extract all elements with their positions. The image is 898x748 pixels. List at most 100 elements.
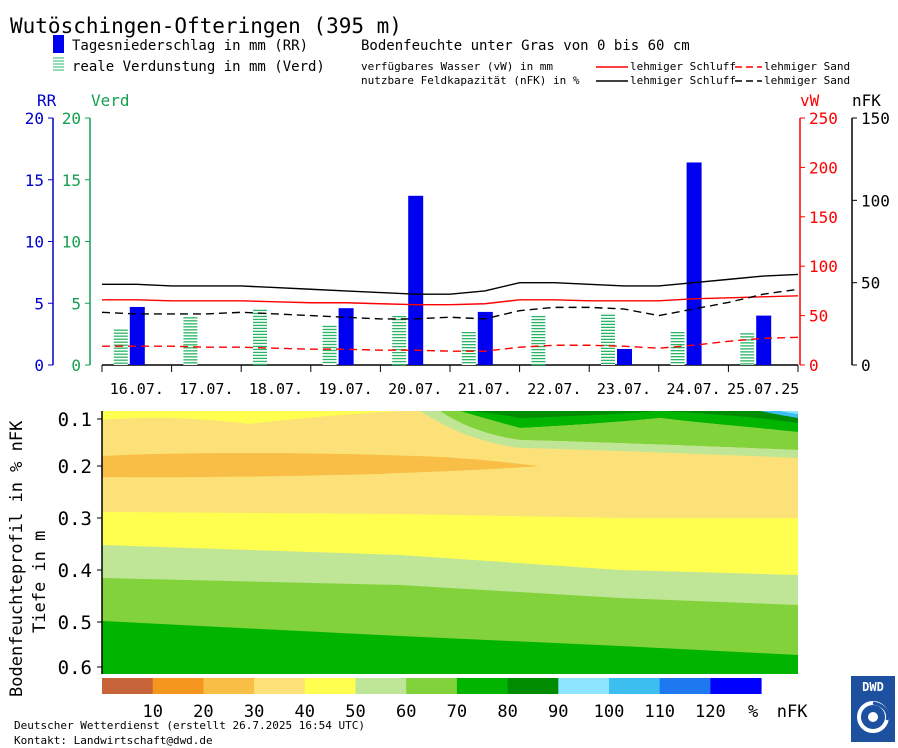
colorbar-swatch [304, 678, 356, 694]
profile-band-upper-110 [780, 411, 798, 414]
line-series [101, 273, 799, 352]
depth-tick-label: 0.3 [58, 508, 92, 530]
rr-tick-label: 15 [25, 171, 44, 190]
evap-bar [183, 316, 198, 365]
colorbar-label: 10 [142, 702, 162, 722]
profile-band-upper-60 [420, 411, 798, 458]
colorbar-swatch [609, 678, 661, 694]
vw-schluff-line [102, 295, 799, 306]
evap-bar [322, 325, 337, 365]
profile-band-upper-100 [760, 411, 798, 418]
colorbar-labels: 10 20 30 40 50 60 70 80 90 100 110 120% nFK [142, 702, 808, 722]
precip-bar [408, 195, 424, 365]
depth-axis-title: Tiefe in m [30, 531, 50, 633]
colorbar-swatch [102, 678, 154, 694]
rr-axis-title: RR [37, 91, 57, 110]
colorbar-label: 60 [396, 702, 416, 722]
vw-schluff-label: lehmiger Schluff [630, 60, 736, 73]
profile-band-upper-70-visible [440, 411, 798, 450]
colorbar-label: % [748, 702, 758, 722]
colorbar-swatch [254, 678, 306, 694]
nfk-tick-label: 100 [861, 191, 890, 210]
date-label: 19.07. [319, 380, 373, 398]
colorbar-label: 110 [644, 702, 675, 722]
nfk-tick-label: 0 [861, 356, 871, 375]
vw-tick-label: 200 [809, 158, 838, 177]
verd-tick-label: 5 [71, 294, 81, 313]
colorbar-label: 70 [447, 702, 467, 722]
profile-band-upper-50 [102, 411, 400, 424]
evap-bar [253, 309, 267, 366]
depth-tick-label: 0.2 [58, 456, 92, 478]
colorbar-swatch [659, 678, 711, 694]
vw-tick-label: 250 [809, 109, 838, 128]
colorbar-label: 40 [295, 702, 315, 722]
colorbar-label: 100 [594, 702, 625, 722]
bar-series [113, 162, 772, 366]
date-label: 18.07. [249, 380, 303, 398]
nfk-legend-label: nutzbare Feldkapazität (nFK) in % [361, 74, 580, 87]
evap-bar [531, 315, 546, 366]
depth-tick-label: 0.6 [58, 657, 92, 679]
precip-bar [477, 311, 493, 365]
colorbar-swatch [152, 678, 204, 694]
precip-bar [756, 315, 772, 365]
precip-legend-label: Tagesniederschlag in mm (RR) [72, 38, 308, 54]
colorbar-swatch [355, 678, 407, 694]
station-title: Wutöschingen-Ofteringen (395 m) [10, 14, 402, 38]
evap-bar [740, 332, 755, 365]
colorbar-label: 80 [497, 702, 517, 722]
vw-tick-label: 100 [809, 257, 838, 276]
evap-bar [461, 331, 476, 365]
verd-tick-label: 0 [71, 356, 81, 375]
profile-band-upper-80 [102, 411, 798, 432]
verd-tick-label: 15 [62, 171, 81, 190]
evap-legend-swatch [53, 57, 64, 71]
colorbar-swatch [456, 678, 509, 694]
date-labels: 16.07. 17.07. 18.07. 19.07. 20.07. 21.07. 22.0… [101, 365, 799, 398]
precip-legend-swatch [53, 35, 64, 53]
profile-band-upper-40 [102, 411, 798, 462]
evap-bar [392, 315, 407, 366]
date-label: 20.07. [388, 380, 442, 398]
soil-profile-heatmap [102, 411, 798, 674]
profile-axes: 0.1 0.2 0.3 0.4 0.5 0.6 [58, 409, 103, 679]
vw-tick-label: 50 [809, 307, 828, 326]
rr-tick-label: 0 [34, 356, 44, 375]
date-label: 22.07. [527, 380, 581, 398]
nfk-tick-label: 50 [861, 274, 880, 293]
nfk-schluff-line [102, 273, 799, 295]
evap-bar-bg [183, 316, 198, 365]
verd-tick-label: 20 [62, 109, 81, 128]
date-label: 16.07. [110, 380, 164, 398]
nfk-axis-title: nFK [852, 91, 881, 110]
precip-bar [617, 348, 632, 365]
rr-tick-label: 5 [34, 294, 44, 313]
nfk-schluff-label: lehmiger Schluff [630, 74, 736, 87]
colorbar-swatch [710, 678, 762, 694]
rr-tick-label: 10 [25, 233, 44, 252]
precip-bar [338, 308, 354, 365]
colorbar-swatch [406, 678, 458, 694]
footer-credit: Deutscher Wetterdienst (erstellt 26.7.20… [14, 719, 365, 732]
colorbar-label: nFK [777, 702, 808, 722]
colorbar-swatch [558, 678, 610, 694]
date-label: 21.07. [458, 380, 512, 398]
colorbar-label: 90 [548, 702, 568, 722]
evap-bar [113, 329, 128, 365]
verd-tick-label: 10 [62, 233, 81, 252]
date-label: 25.07.25 [727, 380, 799, 398]
date-label: 24.07. [667, 380, 721, 398]
depth-tick-label: 0.1 [58, 409, 92, 431]
evap-bar [670, 331, 685, 365]
precip-bar [129, 306, 145, 365]
evap-bar [601, 314, 615, 365]
vw-tick-label: 0 [809, 356, 819, 375]
colorbar-label: 50 [345, 702, 365, 722]
profile-band-upper-90 [470, 411, 798, 423]
nfk-sand-label: lehmiger Sand [764, 74, 850, 87]
profile-band-30 [102, 453, 540, 478]
precip-bar [686, 162, 702, 365]
dwd-logo: DWD [851, 676, 895, 742]
